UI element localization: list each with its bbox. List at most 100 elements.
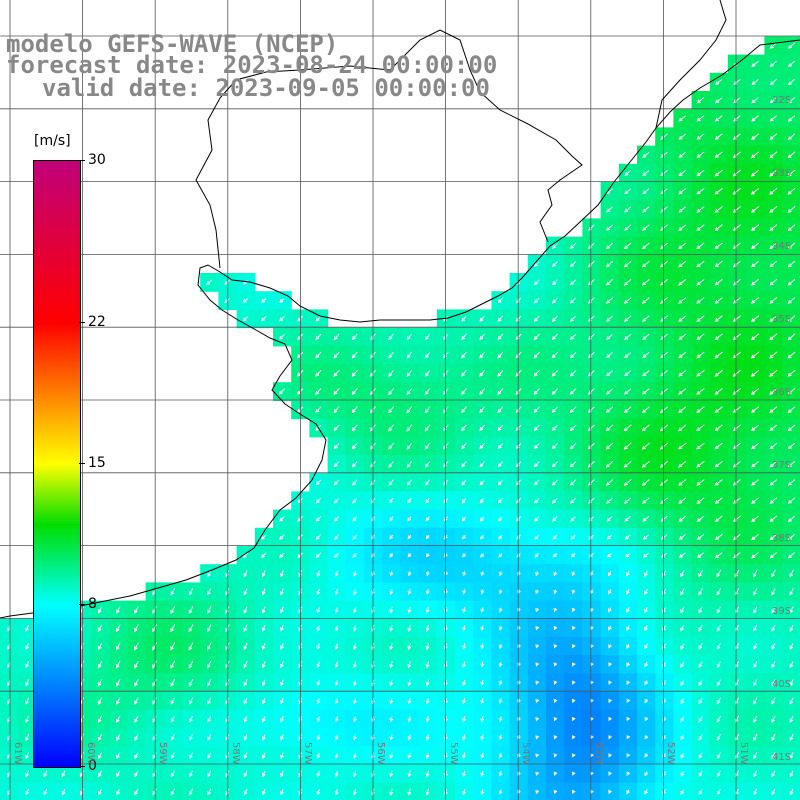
wind-arrow: [789, 733, 794, 742]
wind-arrow: [280, 624, 284, 632]
lat-label: 39S: [772, 606, 792, 617]
wind-arrow: [497, 369, 504, 377]
wind-arrow: [660, 297, 669, 304]
wind-arrow: [97, 642, 103, 651]
wind-arrow: [462, 752, 466, 759]
wind-arrow: [316, 588, 321, 596]
wind-arrow: [353, 698, 357, 705]
wind-arrow: [170, 752, 175, 760]
wind-arrow: [388, 351, 394, 359]
wind-arrow: [516, 534, 521, 540]
wind-arrow: [352, 516, 358, 522]
wind-arrow: [533, 443, 540, 450]
wind-arrow: [333, 461, 340, 468]
wind-arrow: [750, 151, 760, 159]
wind-arrow: [569, 279, 577, 286]
wind-arrow: [334, 716, 339, 723]
wind-arrow: [716, 569, 722, 578]
wind-arrow: [678, 388, 687, 395]
wind-arrow: [677, 442, 687, 450]
wind-arrow: [498, 571, 503, 577]
wind-arrow: [551, 424, 559, 432]
wind-arrow: [605, 279, 614, 286]
wind-arrow: [316, 734, 321, 741]
wind-arrow: [334, 516, 340, 522]
wind-arrow: [207, 788, 212, 796]
wind-arrow: [678, 115, 687, 122]
wind-arrow: [353, 716, 357, 723]
wind-arrow: [479, 497, 485, 504]
wind-arrow: [497, 351, 504, 359]
wind-arrow: [641, 260, 650, 268]
wind-arrow: [25, 661, 30, 669]
wind-arrow: [626, 771, 631, 776]
wind-arrow: [644, 588, 648, 596]
wind-arrow: [480, 643, 485, 650]
wind-arrow: [207, 734, 212, 741]
wind-arrow: [479, 424, 485, 432]
wind-arrow: [205, 279, 213, 285]
wind-arrow: [623, 297, 632, 304]
wind-speed-field: [0, 36, 800, 800]
wind-arrow: [698, 661, 703, 669]
wind-arrow: [626, 680, 631, 685]
wind-arrow: [535, 753, 540, 758]
wind-arrow: [732, 169, 742, 177]
wind-arrow: [207, 570, 212, 578]
wind-arrow: [571, 644, 576, 649]
wind-arrow: [261, 788, 266, 796]
wind-arrow: [261, 570, 266, 578]
wind-arrow: [659, 406, 669, 413]
wind-arrow: [352, 606, 357, 614]
wind-arrow: [696, 97, 705, 104]
wind-arrow: [642, 497, 650, 504]
wind-arrow: [279, 315, 285, 322]
wind-arrow: [626, 643, 630, 650]
wind-arrow: [680, 788, 685, 796]
wind-arrow: [389, 570, 394, 577]
wind-arrow: [750, 388, 760, 395]
wind-arrow: [207, 697, 212, 705]
wind-arrow: [714, 369, 723, 377]
wind-arrow: [261, 588, 266, 596]
wind-arrow: [134, 606, 139, 614]
wind-arrow: [732, 369, 742, 377]
wind-arrow: [624, 333, 632, 340]
wind-arrow: [642, 206, 650, 213]
wind-arrow: [696, 279, 705, 286]
wind-arrow: [642, 170, 650, 176]
wind-arrow: [280, 606, 284, 614]
wind-arrow: [351, 387, 358, 396]
wind-arrow: [189, 770, 194, 778]
wind-arrow: [498, 662, 503, 668]
wind-arrow: [698, 606, 703, 614]
wind-arrow: [750, 369, 760, 377]
wind-arrow: [569, 461, 577, 468]
wind-arrow: [170, 734, 175, 741]
wind-arrow: [570, 534, 576, 540]
wind-arrow: [262, 716, 266, 723]
wind-arrow: [352, 770, 357, 778]
wind-arrow: [642, 224, 650, 231]
wind-arrow: [461, 315, 467, 322]
wind-arrow: [698, 624, 703, 632]
wind-arrow: [753, 715, 758, 723]
wind-arrow: [480, 534, 485, 540]
wind-arrow: [714, 351, 723, 359]
wind-arrow: [261, 752, 266, 760]
wind-arrow: [535, 589, 539, 595]
wind-arrow: [552, 497, 558, 504]
wind-arrow: [714, 442, 723, 450]
wind-arrow: [498, 553, 503, 558]
wind-arrow: [280, 661, 284, 669]
wind-arrow: [606, 497, 613, 504]
wind-arrow: [787, 424, 796, 432]
wind-arrow: [333, 369, 340, 377]
wind-arrow: [659, 278, 669, 286]
wind-arrow: [43, 788, 48, 796]
wind-arrow: [462, 534, 466, 540]
wind-arrow: [352, 461, 358, 468]
wind-arrow: [280, 697, 284, 705]
wind-arrow: [533, 461, 540, 468]
